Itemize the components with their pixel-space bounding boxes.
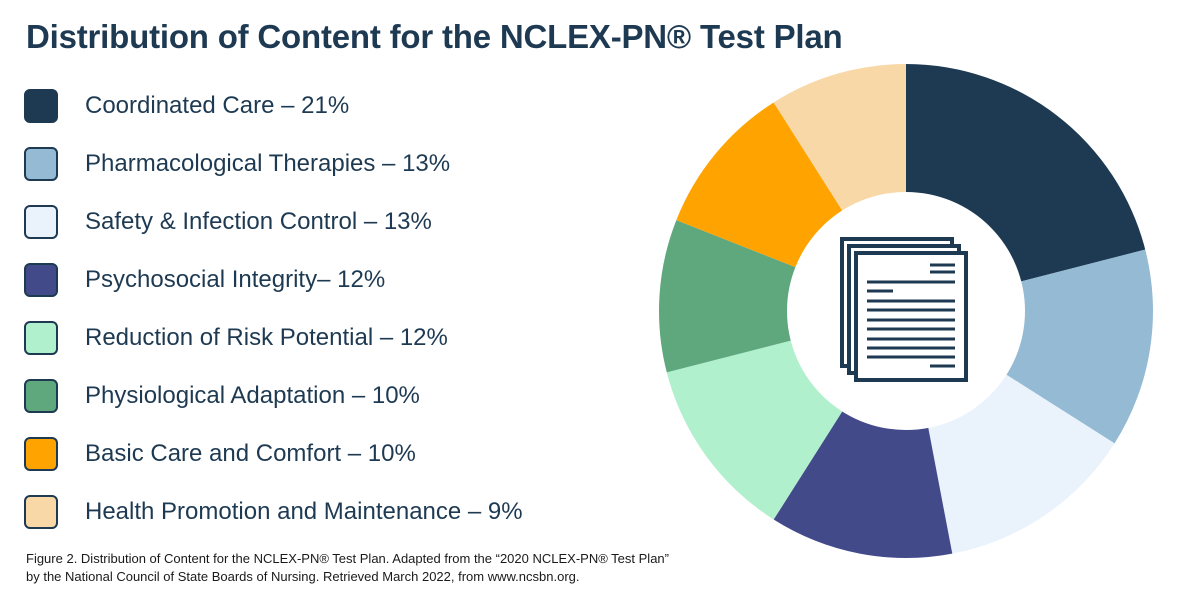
legend-swatch bbox=[24, 379, 58, 413]
pie-slice bbox=[773, 410, 953, 558]
legend-label: Reduction of Risk Potential – 12% bbox=[85, 324, 448, 351]
legend-item: Health Promotion and Maintenance – 9% bbox=[24, 492, 624, 532]
legend-swatch bbox=[24, 495, 58, 529]
legend-swatch bbox=[24, 437, 58, 471]
pie-slice bbox=[773, 64, 906, 212]
legend-swatch bbox=[24, 321, 58, 355]
legend-swatch bbox=[24, 263, 58, 297]
legend-swatch bbox=[24, 205, 58, 239]
chart-legend: Coordinated Care – 21% Pharmacological T… bbox=[24, 86, 624, 550]
legend-item: Reduction of Risk Potential – 12% bbox=[24, 318, 624, 358]
legend-label: Psychosocial Integrity– 12% bbox=[85, 266, 386, 293]
donut-slices bbox=[659, 64, 1153, 558]
pie-slice bbox=[666, 340, 843, 520]
legend-item: Pharmacological Therapies – 13% bbox=[24, 144, 624, 184]
legend-item: Physiological Adaptation – 10% bbox=[24, 376, 624, 416]
legend-label: Basic Care and Comfort – 10% bbox=[85, 440, 416, 467]
legend-label: Physiological Adaptation – 10% bbox=[85, 382, 420, 409]
pie-slice bbox=[928, 374, 1115, 554]
pie-slice bbox=[906, 64, 1146, 282]
legend-item: Safety & Infection Control – 13% bbox=[24, 202, 624, 242]
legend-swatch bbox=[24, 89, 58, 123]
legend-item: Coordinated Care – 21% bbox=[24, 86, 624, 126]
legend-label: Health Promotion and Maintenance – 9% bbox=[85, 498, 523, 525]
pie-slice bbox=[659, 220, 797, 373]
legend-label: Safety & Infection Control – 13% bbox=[85, 208, 432, 235]
legend-item: Psychosocial Integrity– 12% bbox=[24, 260, 624, 300]
legend-swatch bbox=[24, 147, 58, 181]
legend-label: Pharmacological Therapies – 13% bbox=[85, 150, 451, 177]
chart-title: Distribution of Content for the NCLEX-PN… bbox=[26, 18, 843, 55]
legend-label: Coordinated Care – 21% bbox=[85, 92, 350, 119]
figure-caption: Figure 2. Distribution of Content for th… bbox=[26, 551, 669, 584]
pie-slice bbox=[1005, 249, 1153, 444]
document-stack-icon bbox=[840, 237, 968, 382]
legend-item: Basic Care and Comfort – 10% bbox=[24, 434, 624, 474]
pie-slice bbox=[676, 102, 843, 268]
